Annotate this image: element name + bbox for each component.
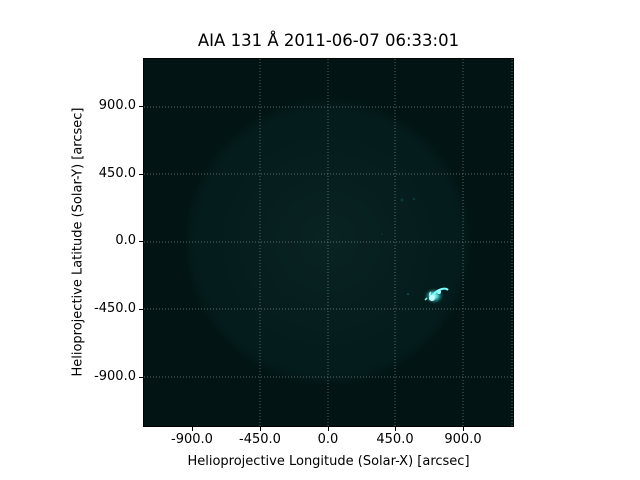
plot-title: AIA 131 Å 2011-06-07 06:33:01 (197, 31, 460, 50)
y-tick-mark (139, 174, 143, 175)
solar-image (144, 59, 513, 426)
x-tick-label: 900.0 (444, 432, 482, 447)
x-tick-mark (192, 427, 193, 431)
y-axis-label: Helioprojective Latitude (Solar-Y) [arcs… (70, 107, 86, 377)
x-tick-mark (260, 427, 261, 431)
x-tick-label: -900.0 (171, 432, 213, 447)
flare-feature (424, 287, 449, 304)
solar-image-panel (143, 58, 514, 427)
x-tick-mark (328, 427, 329, 431)
y-tick-mark (139, 377, 143, 378)
y-tick-mark (139, 309, 143, 310)
y-tick-mark (139, 241, 143, 242)
x-tick-mark (463, 427, 464, 431)
y-tick-label: 0.0 (115, 233, 136, 248)
y-tick-label: 900.0 (98, 98, 136, 113)
y-tick-label: 450.0 (98, 166, 136, 181)
x-tick-label: -450.0 (239, 432, 281, 447)
x-tick-label: 450.0 (376, 432, 414, 447)
x-axis-label: Helioprojective Longitude (Solar-X) [arc… (187, 454, 470, 469)
x-tick-mark (395, 427, 396, 431)
x-tick-label: 0.0 (317, 432, 339, 447)
y-tick-mark (139, 106, 143, 107)
y-tick-label: -900.0 (94, 369, 136, 384)
grid-lines (144, 59, 513, 426)
y-tick-label: -450.0 (94, 301, 136, 316)
